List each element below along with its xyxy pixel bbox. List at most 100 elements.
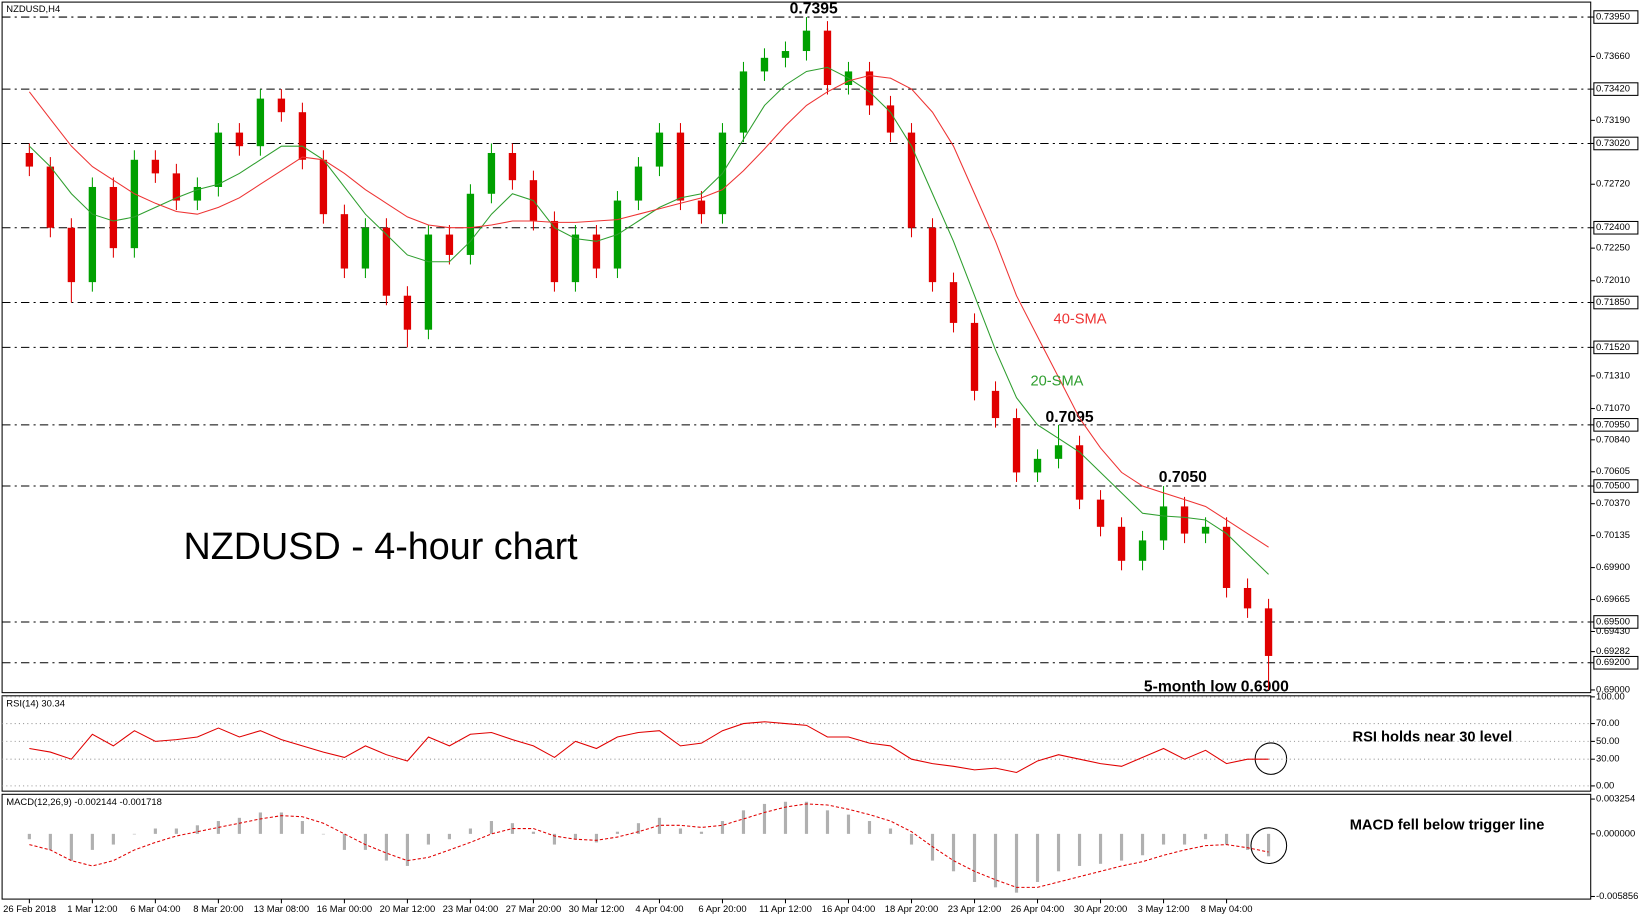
candle-body [1012,418,1021,473]
line [29,803,1269,888]
macd-bar [699,831,704,834]
y-tick-label: 50.00 [1596,735,1620,746]
candle-body [550,220,559,283]
macd-bar [678,828,683,834]
macd-note: MACD fell below trigger line [1350,818,1545,834]
level-label-box [1593,10,1639,24]
x-tick-label: 13 Mar 08:00 [254,903,310,914]
candle-body [697,200,706,215]
y-tick-label: 0.69430 [1596,625,1630,636]
macd-bar [1140,833,1145,856]
level-label-box [1593,340,1639,355]
y-tick-label: 0.71520 [1596,341,1630,352]
candle-body [214,132,223,187]
candle-body [403,295,412,330]
macd-bar [741,810,746,834]
candle-body [508,152,517,181]
y-tick-label: 0.69200 [1596,656,1630,667]
candle-body [592,234,601,269]
candle-body [46,166,55,228]
candle-body [865,71,874,106]
x-tick-label: 16 Mar 00:00 [317,903,373,914]
macd-bar [1182,833,1187,845]
macd-bar [405,833,409,866]
candle-body [445,234,454,255]
candle-body [382,227,391,296]
macd-bar [195,825,199,834]
x-tick-label: 27 Mar 20:00 [506,903,562,914]
y-tick-label: 0.70605 [1596,465,1630,476]
macd-bar [825,810,830,834]
y-tick-label: 0.69900 [1596,561,1630,572]
macd-bar [1224,833,1229,845]
macd-bar [1119,833,1124,861]
y-tick-label: 0.73420 [1596,83,1630,94]
y-tick-label: 0.73660 [1596,50,1630,61]
candle-body [130,159,139,249]
macd-bar [1014,833,1019,893]
candle-body [928,227,937,283]
candle-body [1201,526,1210,534]
candle-body [949,282,958,323]
x-tick-label: 1 Mar 12:00 [67,903,117,914]
candle-body [1180,506,1189,534]
y-tick-label: 0.70135 [1596,529,1630,540]
candle-body [1117,526,1126,561]
x-tick-label: 6 Mar 04:00 [130,903,180,914]
macd-bar [657,817,662,834]
level-label-box [1593,418,1639,432]
macd-bar [636,823,641,834]
x-tick-label: 8 Mar 20:00 [193,903,243,914]
candle-body [298,112,307,160]
candle-body [1243,587,1252,609]
macd-bar [27,833,31,840]
candle-body [970,322,979,391]
candle-body [466,193,475,255]
candle-body [424,234,433,330]
macd-bar [573,833,578,840]
macd-bar [1098,833,1103,864]
macd-bar [489,821,494,834]
macd-bar [426,833,430,845]
candle-body [655,132,664,167]
level-label-box [1593,615,1639,629]
x-tick-label: 23 Apr 12:00 [948,903,1001,914]
y-tick-label: -0.005856 [1596,890,1638,901]
x-tick-label: 30 Apr 20:00 [1074,903,1127,914]
candle-body [571,234,580,283]
macd-title: MACD(12,26,9) -0.002144 -0.001718 [6,796,162,807]
macd-bar [993,833,998,888]
y-tick-label: 100.00 [1596,690,1625,701]
candle-body [1264,608,1273,656]
y-tick-label: 0.69282 [1596,645,1630,656]
macd-bar [846,814,851,834]
level-label-box [1593,295,1639,310]
macd-bar [531,831,536,834]
candle-body [1222,526,1231,588]
candle-body [1138,540,1147,561]
candle-body [907,132,916,228]
candle-body [235,132,244,147]
x-tick-label: 4 Apr 04:00 [635,903,683,914]
macd-bar [762,803,767,834]
candle-body [886,105,895,133]
candle-body [1054,445,1063,459]
candle-body [151,159,160,174]
macd-bar [615,831,620,834]
candle-body [802,30,811,52]
candle-body [1075,445,1084,500]
candle-body [256,98,265,147]
y-tick-label: 0.70950 [1596,418,1630,429]
x-tick-label: 3 May 12:00 [1138,903,1190,914]
macd-bar [888,828,893,834]
macd-bar [279,812,283,834]
level-label-box [1593,479,1639,493]
candle-body [739,71,748,133]
y-tick-label: 0.72720 [1596,178,1630,189]
candle-body [319,159,328,215]
candle-body [193,186,202,201]
x-tick-label: 23 Mar 04:00 [443,903,499,914]
y-tick-label: 0.71310 [1596,369,1630,380]
